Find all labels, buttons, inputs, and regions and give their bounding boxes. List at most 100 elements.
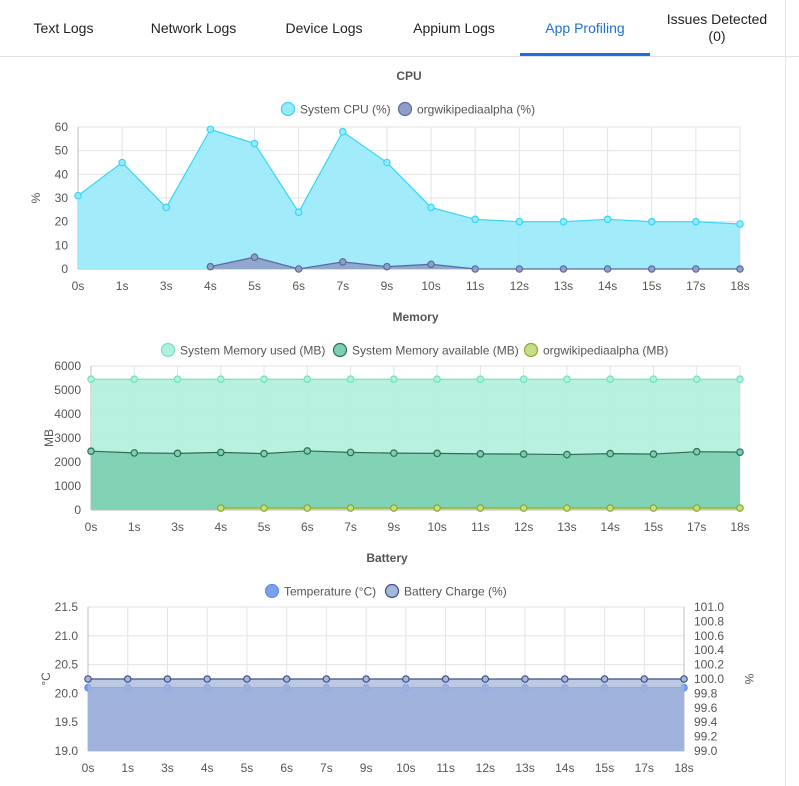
x-tick-label: 18s (674, 761, 693, 775)
data-point (206, 262, 215, 271)
y-tick-label: 5000 (54, 383, 81, 397)
data-point (476, 375, 485, 384)
data-point (260, 375, 268, 384)
data-point (74, 191, 82, 200)
data-point (303, 504, 312, 512)
data-point (217, 504, 225, 512)
x-tick-label: 17s (686, 279, 705, 293)
x-tick-label: 5s (258, 520, 271, 534)
x-tick-label: 1s (116, 279, 129, 293)
series-area (88, 679, 684, 751)
x-tick-label: 1s (121, 761, 134, 775)
y-tick-label: 19.0 (55, 744, 79, 758)
data-point (560, 675, 569, 683)
x-tick-label: 17s (635, 761, 654, 775)
legend-label: Temperature (°C) (284, 585, 376, 599)
x-tick-label: 18s (730, 520, 749, 534)
tab-network-logs[interactable]: Network Logs (127, 0, 260, 56)
y2-tick-label: 99.2 (694, 730, 718, 744)
x-tick-label: 5s (241, 761, 254, 775)
chart-cpu: CPU System CPU (%) orgwikipediaalpha (%) 0 1… (29, 69, 750, 293)
data-point (481, 675, 490, 683)
x-tick-label: 3s (161, 761, 174, 775)
x-tick-label: 13s (554, 279, 573, 293)
y2-tick-label: 99.0 (694, 744, 718, 758)
tab-label: Text Logs (33, 20, 94, 36)
data-point (250, 139, 259, 148)
y2-tick-label: 100.4 (694, 643, 724, 657)
data-point (521, 675, 529, 683)
y-axis-label: °C (39, 672, 53, 686)
x-tick-label: 7s (320, 761, 333, 775)
data-point (294, 208, 303, 217)
x-tick-label: 9s (388, 520, 401, 534)
series-area (210, 257, 740, 269)
issues-count: (0) (708, 28, 726, 44)
data-point (303, 375, 312, 384)
data-point (173, 375, 182, 384)
tab-appium-logs[interactable]: Appium Logs (388, 0, 520, 56)
y-tick-label: 1000 (54, 479, 81, 493)
x-tick-label: 3s (160, 279, 173, 293)
x-tick-label: 15s (644, 520, 663, 534)
x-tick-label: 4s (201, 761, 214, 775)
legend-label: System Memory used (MB) (180, 344, 325, 358)
data-point (647, 217, 656, 226)
data-point (130, 449, 139, 457)
y2-tick-label: 100.6 (694, 629, 724, 643)
y-tick-label: 21.5 (55, 600, 79, 614)
y2-tick-label: 99.4 (694, 715, 718, 729)
y-tick-label: 0 (61, 262, 68, 276)
y-tick-label: 60 (55, 120, 69, 134)
data-point (217, 448, 225, 457)
y-tick-label: 10 (55, 238, 69, 252)
tab-app-profiling[interactable]: App Profiling (520, 0, 650, 56)
data-point (390, 449, 398, 457)
tab-issues-detected[interactable]: Issues Detected (0) (650, 0, 784, 56)
y2-tick-label: 99.8 (694, 686, 718, 700)
data-point (260, 504, 268, 512)
tab-text-logs[interactable]: Text Logs (0, 0, 127, 56)
data-point (563, 375, 571, 384)
y-tick-label: 20.0 (55, 686, 79, 700)
y2-tick-label: 100.2 (694, 658, 724, 672)
data-point (346, 448, 355, 457)
x-tick-label: 7s (336, 279, 349, 293)
x-tick-label: 5s (248, 279, 261, 293)
legend-label: orgwikipediaalpha (MB) (543, 344, 668, 358)
data-point (519, 504, 528, 512)
x-tick-label: 11s (466, 279, 484, 293)
legend-swatch (160, 342, 176, 358)
data-point (84, 675, 92, 683)
legend-swatch (280, 101, 296, 117)
x-tick-label: 4s (204, 279, 217, 293)
x-tick-label: 10s (421, 279, 440, 293)
data-point (250, 253, 259, 261)
data-point (433, 449, 441, 458)
x-tick-label: 1s (128, 520, 141, 534)
tab-device-logs[interactable]: Device Logs (260, 0, 388, 56)
data-point (203, 675, 212, 683)
x-tick-label: 15s (595, 761, 614, 775)
tab-label: Issues Detected (666, 11, 768, 27)
chart-memory: Memory System Memory used (MB) System Memo… (42, 310, 750, 534)
y-tick-label: 21.0 (55, 629, 79, 643)
tab-label: Network Logs (150, 20, 237, 36)
data-point (680, 675, 688, 683)
legend-label: Battery Charge (%) (404, 585, 507, 599)
data-point (441, 675, 450, 683)
y-tick-label: 2000 (54, 455, 81, 469)
y-tick-label: 3000 (54, 431, 81, 445)
data-point (563, 504, 571, 512)
data-point (649, 504, 658, 512)
x-tick-label: 0s (82, 761, 95, 775)
x-tick-label: 13s (557, 520, 576, 534)
y-axis-label: MB (42, 429, 56, 447)
data-point (260, 449, 268, 458)
data-point (692, 265, 700, 273)
data-point (736, 375, 744, 384)
x-tick-label: 3s (171, 520, 184, 534)
x-tick-label: 15s (642, 279, 661, 293)
data-point (390, 375, 398, 384)
data-point (433, 375, 441, 384)
